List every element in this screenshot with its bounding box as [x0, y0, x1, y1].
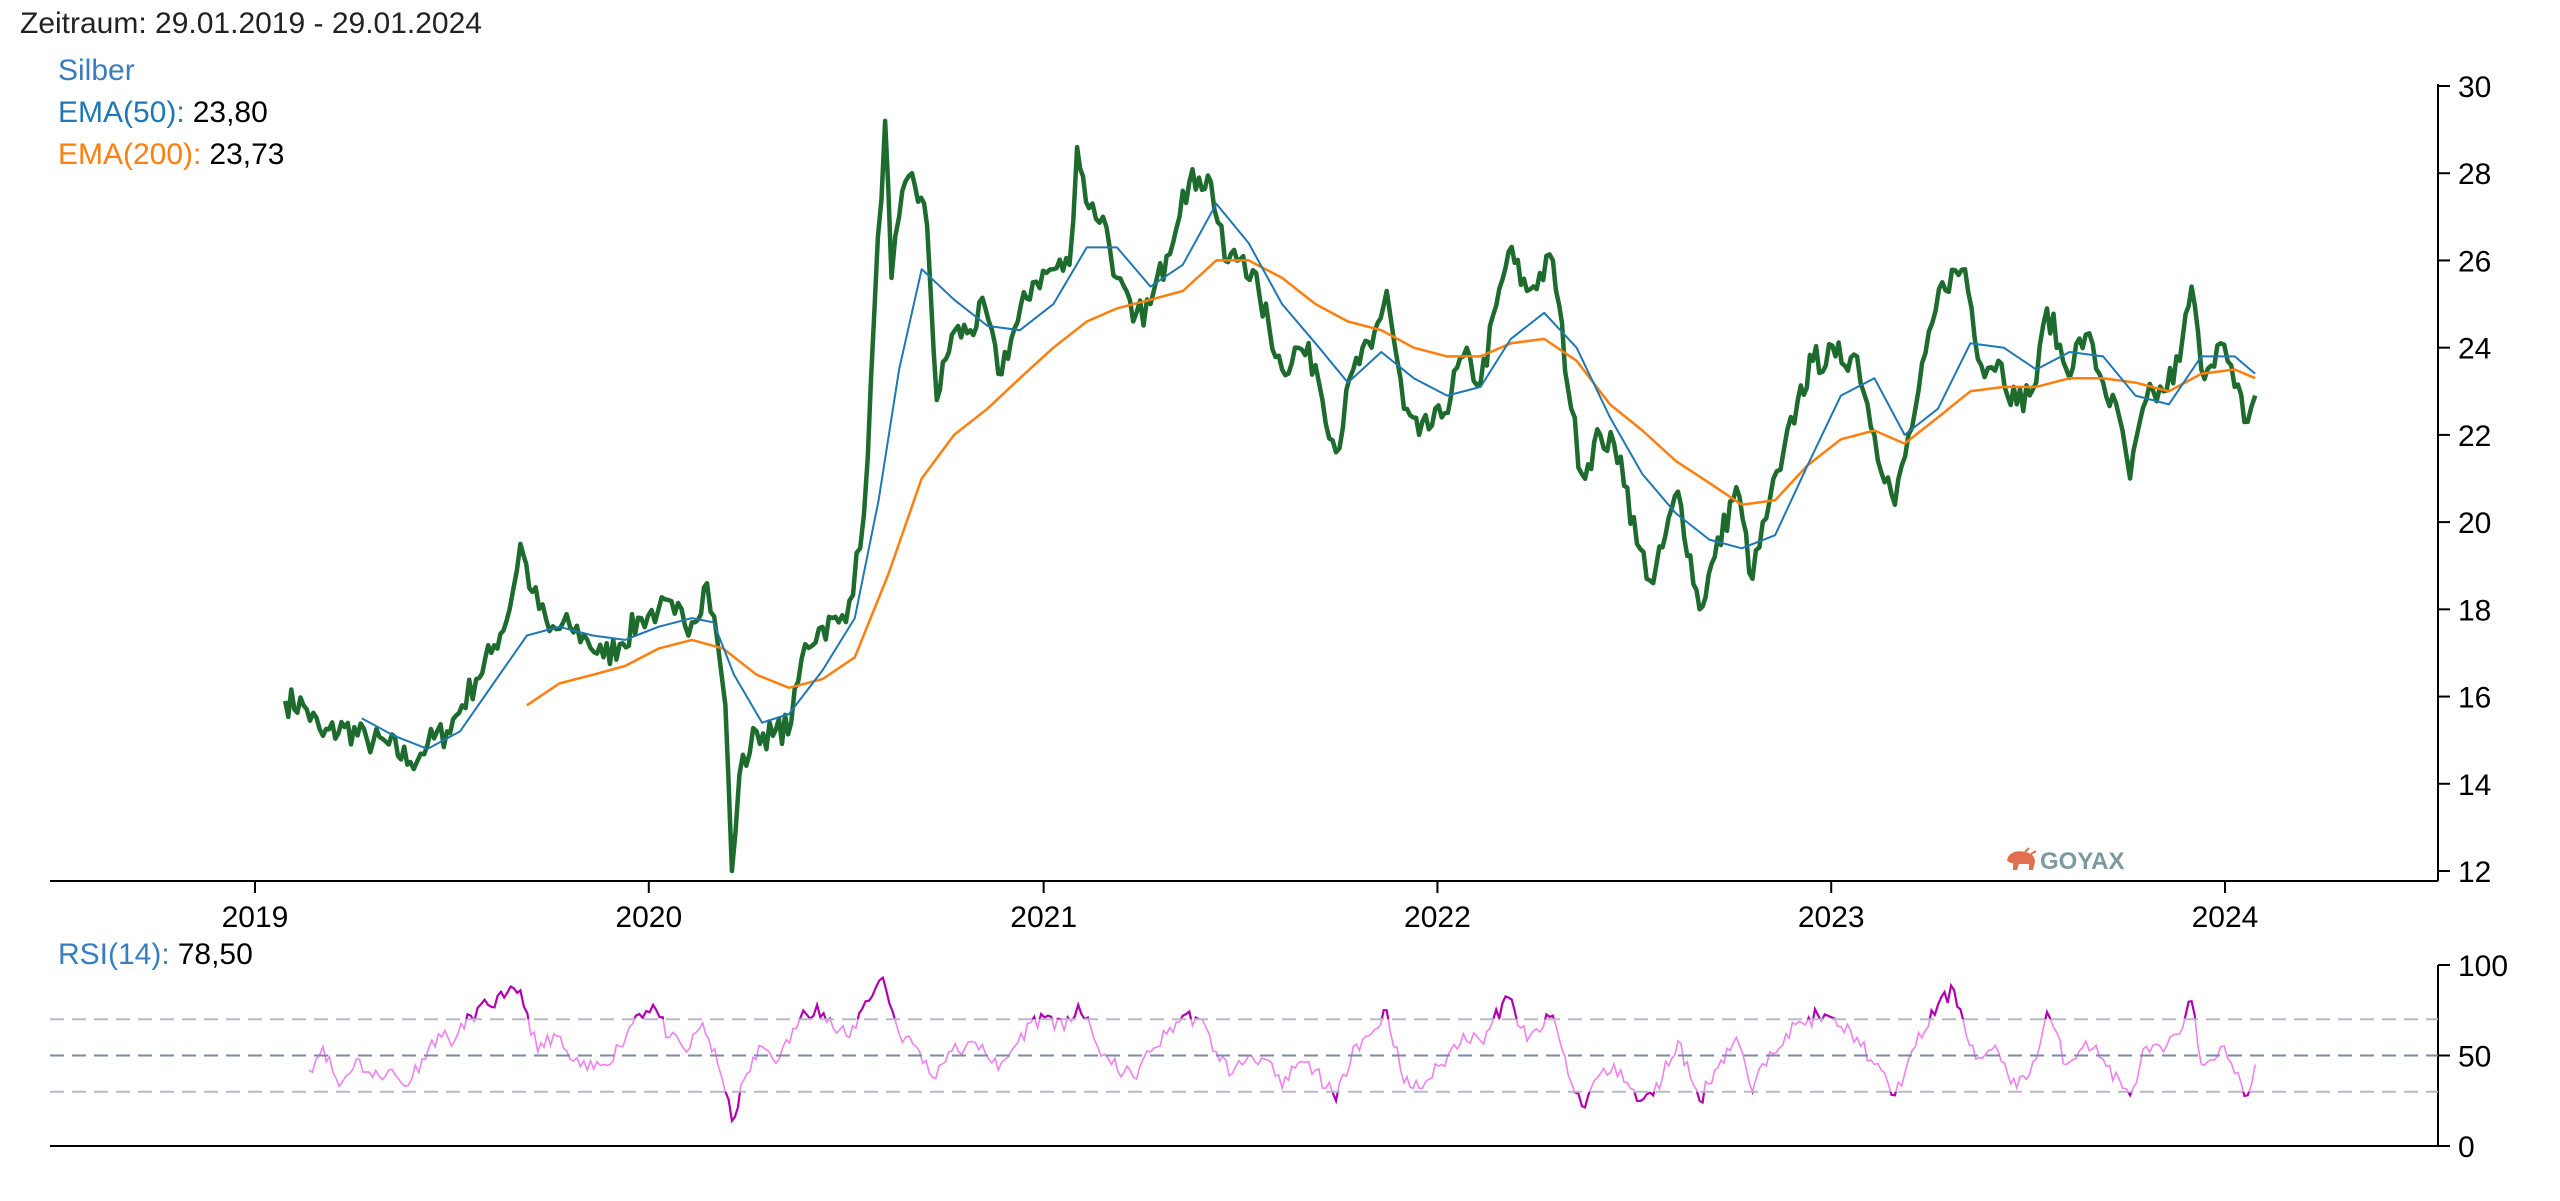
y-tick-label: 22	[2458, 420, 2491, 453]
series-rsi-line	[308, 976, 2256, 1123]
y-tick-label: 18	[2458, 594, 2491, 627]
rsi-y-tick-label: 50	[2458, 1041, 2491, 1074]
x-tick-label: 2020	[615, 901, 682, 934]
legend-rsi-label: RSI(14):	[58, 938, 170, 971]
legend-ema200-label: EMA(200):	[58, 138, 201, 171]
legend-rsi: RSI(14): 78,50	[58, 938, 253, 971]
y-tick-label: 28	[2458, 158, 2491, 191]
y-tick-label: 16	[2458, 682, 2491, 715]
legend-ema50-label: EMA(50):	[58, 96, 185, 129]
series-ema50-line	[361, 202, 2256, 750]
goyax-logo: GOYAX	[2007, 847, 2124, 875]
rsi-y-tick-label: 100	[2458, 950, 2508, 983]
rsi-y-tick-label: 0	[2458, 1131, 2475, 1164]
y-tick-label: 24	[2458, 333, 2491, 366]
rsi-plot	[308, 975, 2256, 1124]
series-ema200-line	[526, 259, 2256, 707]
y-tick-label: 12	[2458, 856, 2491, 889]
y-tick-label: 26	[2458, 245, 2491, 278]
legend-rsi-value: 78,50	[178, 938, 253, 971]
y-tick-label: 14	[2458, 769, 2491, 802]
y-tick-label: 30	[2458, 71, 2491, 104]
legend-ema50-value: 23,80	[193, 96, 268, 129]
x-tick-label: 2024	[2192, 901, 2259, 934]
x-tick-label: 2021	[1010, 901, 1077, 934]
series-silber-line	[282, 118, 2258, 874]
watermark-text: GOYAX	[2040, 848, 2124, 875]
legend-ema200: EMA(200): 23,73	[58, 138, 284, 171]
x-tick-label: 2023	[1798, 901, 1865, 934]
legend-instrument: Silber	[58, 54, 135, 87]
legend-ema50: EMA(50): 23,80	[58, 96, 268, 129]
x-tick-label: 2022	[1404, 901, 1471, 934]
series-rsi-overbought	[465, 975, 2197, 1020]
x-tick-label: 2019	[222, 901, 289, 934]
series-rsi-oversold	[724, 1091, 2251, 1124]
period-title: Zeitraum: 29.01.2019 - 29.01.2024	[20, 7, 482, 40]
rsi-axes: 0 50 100	[50, 950, 2508, 1164]
y-tick-label: 20	[2458, 507, 2491, 540]
bull-icon	[2007, 847, 2037, 870]
price-plot	[282, 118, 2258, 874]
legend-ema200-value: 23,73	[209, 138, 284, 171]
